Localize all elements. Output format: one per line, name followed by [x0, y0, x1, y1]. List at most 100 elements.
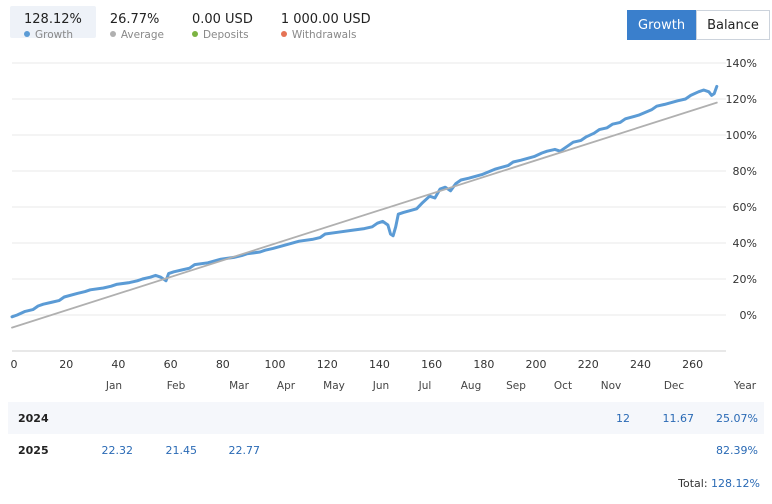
month-label: Oct	[553, 380, 573, 392]
x-tick-label: 160	[421, 358, 442, 371]
x-tick-label: 80	[216, 358, 230, 371]
month-return-cell	[356, 434, 403, 466]
stat-deposits[interactable]: 0.00 USD Deposits	[178, 6, 267, 41]
month-return-cell	[308, 434, 356, 466]
x-tick-label: 220	[578, 358, 599, 371]
stat-withdrawals[interactable]: 1 000.00 USD Withdrawals	[267, 6, 385, 41]
month-label: May	[323, 380, 345, 392]
x-tick-label: 120	[317, 358, 338, 371]
stat-label-text: Growth	[35, 29, 74, 41]
month-return-cell	[538, 402, 585, 434]
stat-value: 1 000.00 USD	[280, 12, 371, 27]
y-tick-label: 100%	[726, 129, 757, 142]
grid	[12, 62, 726, 352]
month-return-cell	[403, 402, 448, 434]
month-return-cell	[448, 402, 494, 434]
month-return-cell	[356, 402, 403, 434]
month-label: Apr	[276, 380, 296, 392]
balance-button[interactable]: Balance	[696, 10, 770, 40]
stat-growth[interactable]: 128.12% Growth	[10, 6, 96, 41]
stat-label: Withdrawals	[280, 28, 371, 42]
month-return-cell: 12	[585, 402, 630, 434]
year-total-cell: 25.07%	[694, 402, 764, 434]
stats-bar: 128.12% Growth 26.77% Average 0.00 USD D…	[10, 6, 385, 41]
stat-label-text: Average	[120, 29, 164, 41]
month-return-cell	[133, 402, 197, 434]
month-label: Jan	[105, 380, 123, 392]
month-return-cell	[538, 434, 585, 466]
month-label: Jun	[372, 380, 390, 392]
month-label: Dec	[663, 380, 685, 392]
stat-label-text: Deposits	[202, 29, 249, 41]
stat-value: 0.00 USD	[191, 12, 253, 27]
growth-chart: 0% 20% 40% 60% 80% 100% 120% 140% 0 20 40 60 80 100 1…	[10, 57, 757, 371]
x-tick-label: 40	[111, 358, 125, 371]
month-return-cell	[260, 402, 308, 434]
monthly-returns-table: 2024 12 11.67 25.07% 2025 22.32 21.45 22.77 82.3…	[8, 402, 764, 466]
month-return-cell	[260, 434, 308, 466]
y-tick-label: 20%	[733, 273, 757, 286]
month-label: Year	[733, 380, 757, 392]
legend-dot-icon	[109, 31, 116, 37]
x-tick-label: 240	[630, 358, 651, 371]
stat-label-text: Withdrawals	[291, 29, 357, 41]
y-tick-label: 60%	[733, 201, 757, 214]
growth-button[interactable]: Growth	[627, 10, 697, 40]
month-return-cell	[78, 402, 133, 434]
total-label: Total:	[678, 477, 708, 490]
year-cell: 2025	[18, 443, 49, 457]
month-return-cell: 21.45	[165, 443, 198, 457]
month-return-cell	[197, 402, 260, 434]
stat-average[interactable]: 26.77% Average	[96, 6, 178, 41]
x-tick-label: 260	[682, 358, 703, 371]
year-cell: 2024	[8, 402, 78, 434]
x-tick-label: 60	[164, 358, 178, 371]
month-return-cell: 22.77	[228, 443, 261, 457]
stat-value: 128.12%	[24, 12, 82, 27]
chart-mode-toggle: Growth Balance	[627, 10, 770, 40]
month-return-cell	[585, 434, 630, 466]
stat-value: 26.77%	[109, 12, 160, 27]
month-label: Nov	[600, 380, 622, 392]
y-tick-label: 140%	[726, 57, 757, 70]
year-total-cell: 82.39%	[716, 443, 758, 457]
month-return-cell	[494, 402, 538, 434]
stat-label: Average	[109, 28, 164, 42]
x-tick-label: 180	[473, 358, 494, 371]
legend-dot-icon	[191, 31, 198, 37]
x-tick-label: 140	[369, 358, 390, 371]
y-tick-label: 120%	[726, 93, 757, 106]
x-tick-label: 0	[11, 358, 18, 371]
x-tick-label: 200	[526, 358, 547, 371]
month-return-cell: 11.67	[630, 402, 694, 434]
y-tick-label: 80%	[733, 165, 757, 178]
stat-label: Deposits	[191, 28, 253, 42]
month-label: Aug	[460, 380, 482, 392]
average-series-line	[11, 101, 718, 329]
x-tick-label: 100	[265, 358, 286, 371]
total-return: Total: 128.12%	[678, 477, 760, 490]
month-return-cell	[448, 434, 494, 466]
month-label: Feb	[166, 380, 186, 392]
y-tick-label: 0%	[740, 309, 757, 322]
y-axis-ticks: 0% 20% 40% 60% 80% 100% 120% 140%	[726, 57, 757, 322]
month-label: Jul	[418, 380, 432, 392]
table-row: 2024 12 11.67 25.07%	[8, 402, 764, 434]
stat-label: Growth	[24, 28, 82, 42]
month-return-cell	[403, 434, 448, 466]
legend-dot-icon	[280, 31, 287, 37]
series	[10, 84, 719, 329]
growth-series-line	[10, 84, 719, 319]
y-tick-label: 40%	[733, 237, 757, 250]
x-axis-ticks: 0 20 40 60 80 100 120 140 160 180 200 220 240 260	[11, 358, 704, 371]
month-return-cell	[308, 402, 356, 434]
month-return-cell	[630, 434, 694, 466]
legend-dot-icon	[24, 31, 30, 37]
month-header: Jan Feb Mar Apr May Jun Jul Aug Sep Oct Nov Dec Year	[0, 380, 772, 398]
month-label: Mar	[229, 380, 249, 392]
total-value: 128.12%	[711, 477, 760, 490]
month-return-cell: 22.32	[101, 443, 134, 457]
month-label: Sep	[506, 380, 526, 392]
x-tick-label: 20	[59, 358, 73, 371]
table-row: 2025 22.32 21.45 22.77 82.39%	[8, 434, 764, 466]
